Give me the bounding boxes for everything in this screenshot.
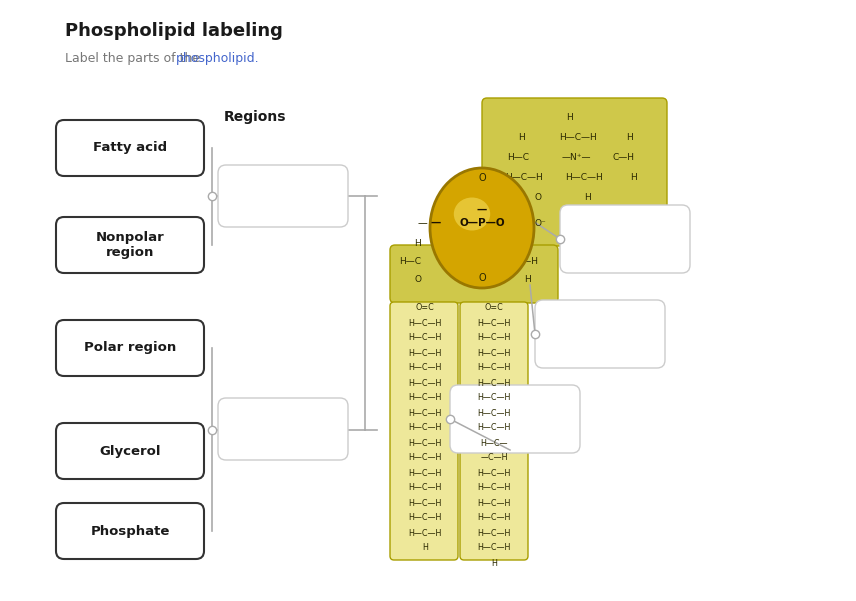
Text: H: H xyxy=(631,174,638,183)
Text: H—C—H: H—C—H xyxy=(408,319,442,328)
Text: O: O xyxy=(414,275,421,284)
Text: H—C—H: H—C—H xyxy=(408,424,442,433)
FancyBboxPatch shape xyxy=(56,217,204,273)
Text: Fatty acid: Fatty acid xyxy=(93,141,167,154)
Text: H—C—H: H—C—H xyxy=(408,469,442,478)
FancyBboxPatch shape xyxy=(450,385,580,453)
Text: Regions: Regions xyxy=(223,110,286,124)
Text: H—C—: H—C— xyxy=(480,439,508,448)
Text: H—C—H: H—C—H xyxy=(408,394,442,403)
Text: H—C—H: H—C—H xyxy=(478,424,511,433)
Text: H—C—H: H—C—H xyxy=(478,394,511,403)
Text: O: O xyxy=(479,173,486,183)
Text: H: H xyxy=(472,240,479,248)
Text: H—C—H: H—C—H xyxy=(478,483,511,492)
Text: H—C—H: H—C—H xyxy=(408,528,442,537)
Text: H—C—H: H—C—H xyxy=(478,349,511,358)
Text: H—C—H: H—C—H xyxy=(559,133,597,142)
FancyBboxPatch shape xyxy=(482,98,667,246)
Text: —: — xyxy=(431,218,441,228)
Text: H—C—H: H—C—H xyxy=(478,319,511,328)
Text: H: H xyxy=(585,194,591,203)
Text: H: H xyxy=(567,114,574,123)
Text: H: H xyxy=(414,240,421,248)
Text: H: H xyxy=(525,275,532,284)
Text: O: O xyxy=(534,194,542,203)
Text: H—C—H: H—C—H xyxy=(408,483,442,492)
FancyBboxPatch shape xyxy=(390,302,458,560)
Text: —C—: —C— xyxy=(456,257,480,266)
FancyBboxPatch shape xyxy=(535,300,665,368)
Text: C—H: C—H xyxy=(517,257,539,266)
Text: H—C—H: H—C—H xyxy=(408,379,442,388)
Text: H—C—H: H—C—H xyxy=(478,379,511,388)
Text: —C—H: —C—H xyxy=(480,454,508,463)
FancyBboxPatch shape xyxy=(460,302,528,560)
FancyBboxPatch shape xyxy=(390,245,558,303)
Text: —: — xyxy=(417,218,427,228)
Text: —: — xyxy=(477,205,487,215)
Text: H—C—H: H—C—H xyxy=(408,409,442,418)
Text: H—C—H: H—C—H xyxy=(478,334,511,343)
FancyBboxPatch shape xyxy=(56,320,204,376)
Text: H—C—H: H—C—H xyxy=(478,528,511,537)
Ellipse shape xyxy=(454,198,490,231)
Text: C—H: C—H xyxy=(613,153,635,162)
FancyBboxPatch shape xyxy=(218,398,348,460)
Text: O=C: O=C xyxy=(484,304,503,313)
Text: H—C: H—C xyxy=(399,257,421,266)
Text: H—C—H: H—C—H xyxy=(478,409,511,418)
FancyBboxPatch shape xyxy=(218,165,348,227)
Text: H: H xyxy=(519,133,526,142)
Text: Polar region: Polar region xyxy=(84,341,176,355)
Text: O: O xyxy=(472,275,479,284)
Text: H—C—H: H—C—H xyxy=(408,349,442,358)
Text: H: H xyxy=(422,543,428,552)
FancyBboxPatch shape xyxy=(560,205,690,273)
Text: H—C—H: H—C—H xyxy=(478,364,511,373)
Text: O—P—O: O—P—O xyxy=(459,218,505,228)
Text: H—C—H: H—C—H xyxy=(478,543,511,552)
FancyBboxPatch shape xyxy=(56,503,204,559)
FancyBboxPatch shape xyxy=(56,423,204,479)
Text: Phospholipid labeling: Phospholipid labeling xyxy=(65,22,282,40)
Text: —N⁺—: —N⁺— xyxy=(562,153,591,162)
Text: H—C—H: H—C—H xyxy=(408,513,442,522)
Text: H—C—H: H—C—H xyxy=(408,334,442,343)
Text: H—C—H: H—C—H xyxy=(408,498,442,507)
Text: H—C—H: H—C—H xyxy=(478,498,511,507)
Text: Glycerol: Glycerol xyxy=(99,445,161,457)
Text: H—C—H: H—C—H xyxy=(408,364,442,373)
Text: O=C: O=C xyxy=(416,304,434,313)
Text: H—C—H: H—C—H xyxy=(408,454,442,463)
Text: H—C—H: H—C—H xyxy=(505,174,543,183)
Text: O⁻: O⁻ xyxy=(534,219,546,228)
Text: Phosphate: Phosphate xyxy=(91,525,169,537)
Text: H—C—H: H—C—H xyxy=(478,513,511,522)
FancyBboxPatch shape xyxy=(56,120,204,176)
Text: H—C—H: H—C—H xyxy=(478,469,511,478)
Text: H—C—H: H—C—H xyxy=(408,439,442,448)
Text: H: H xyxy=(491,558,497,567)
Text: H—C: H—C xyxy=(507,153,529,162)
Ellipse shape xyxy=(430,168,534,288)
Text: O: O xyxy=(479,273,486,283)
Text: H: H xyxy=(627,133,633,142)
Text: phospholipid.: phospholipid. xyxy=(176,52,259,65)
Text: H—C—H: H—C—H xyxy=(565,174,603,183)
Text: Label the parts of the: Label the parts of the xyxy=(65,52,204,65)
Text: Nonpolar
region: Nonpolar region xyxy=(96,231,164,259)
